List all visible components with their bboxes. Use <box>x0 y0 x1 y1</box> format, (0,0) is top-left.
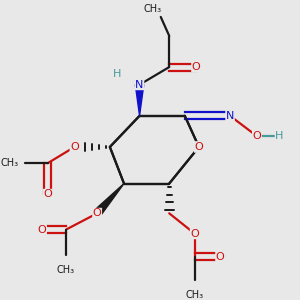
Polygon shape <box>94 184 124 216</box>
Text: CH₃: CH₃ <box>143 4 161 14</box>
Text: O: O <box>253 131 261 141</box>
Text: O: O <box>38 225 46 235</box>
Polygon shape <box>135 85 144 116</box>
Text: O: O <box>216 252 224 262</box>
Text: O: O <box>195 142 203 152</box>
Text: O: O <box>70 142 79 152</box>
Text: O: O <box>195 142 203 152</box>
Text: N: N <box>226 111 234 121</box>
Text: H: H <box>113 69 121 79</box>
Text: O: O <box>192 62 200 72</box>
Text: H: H <box>275 131 284 141</box>
Text: O: O <box>190 229 199 238</box>
Text: O: O <box>93 208 101 218</box>
Text: CH₃: CH₃ <box>186 290 204 300</box>
Text: CH₃: CH₃ <box>0 158 19 168</box>
Text: CH₃: CH₃ <box>57 265 75 275</box>
Text: O: O <box>43 189 52 200</box>
Text: N: N <box>135 80 144 90</box>
